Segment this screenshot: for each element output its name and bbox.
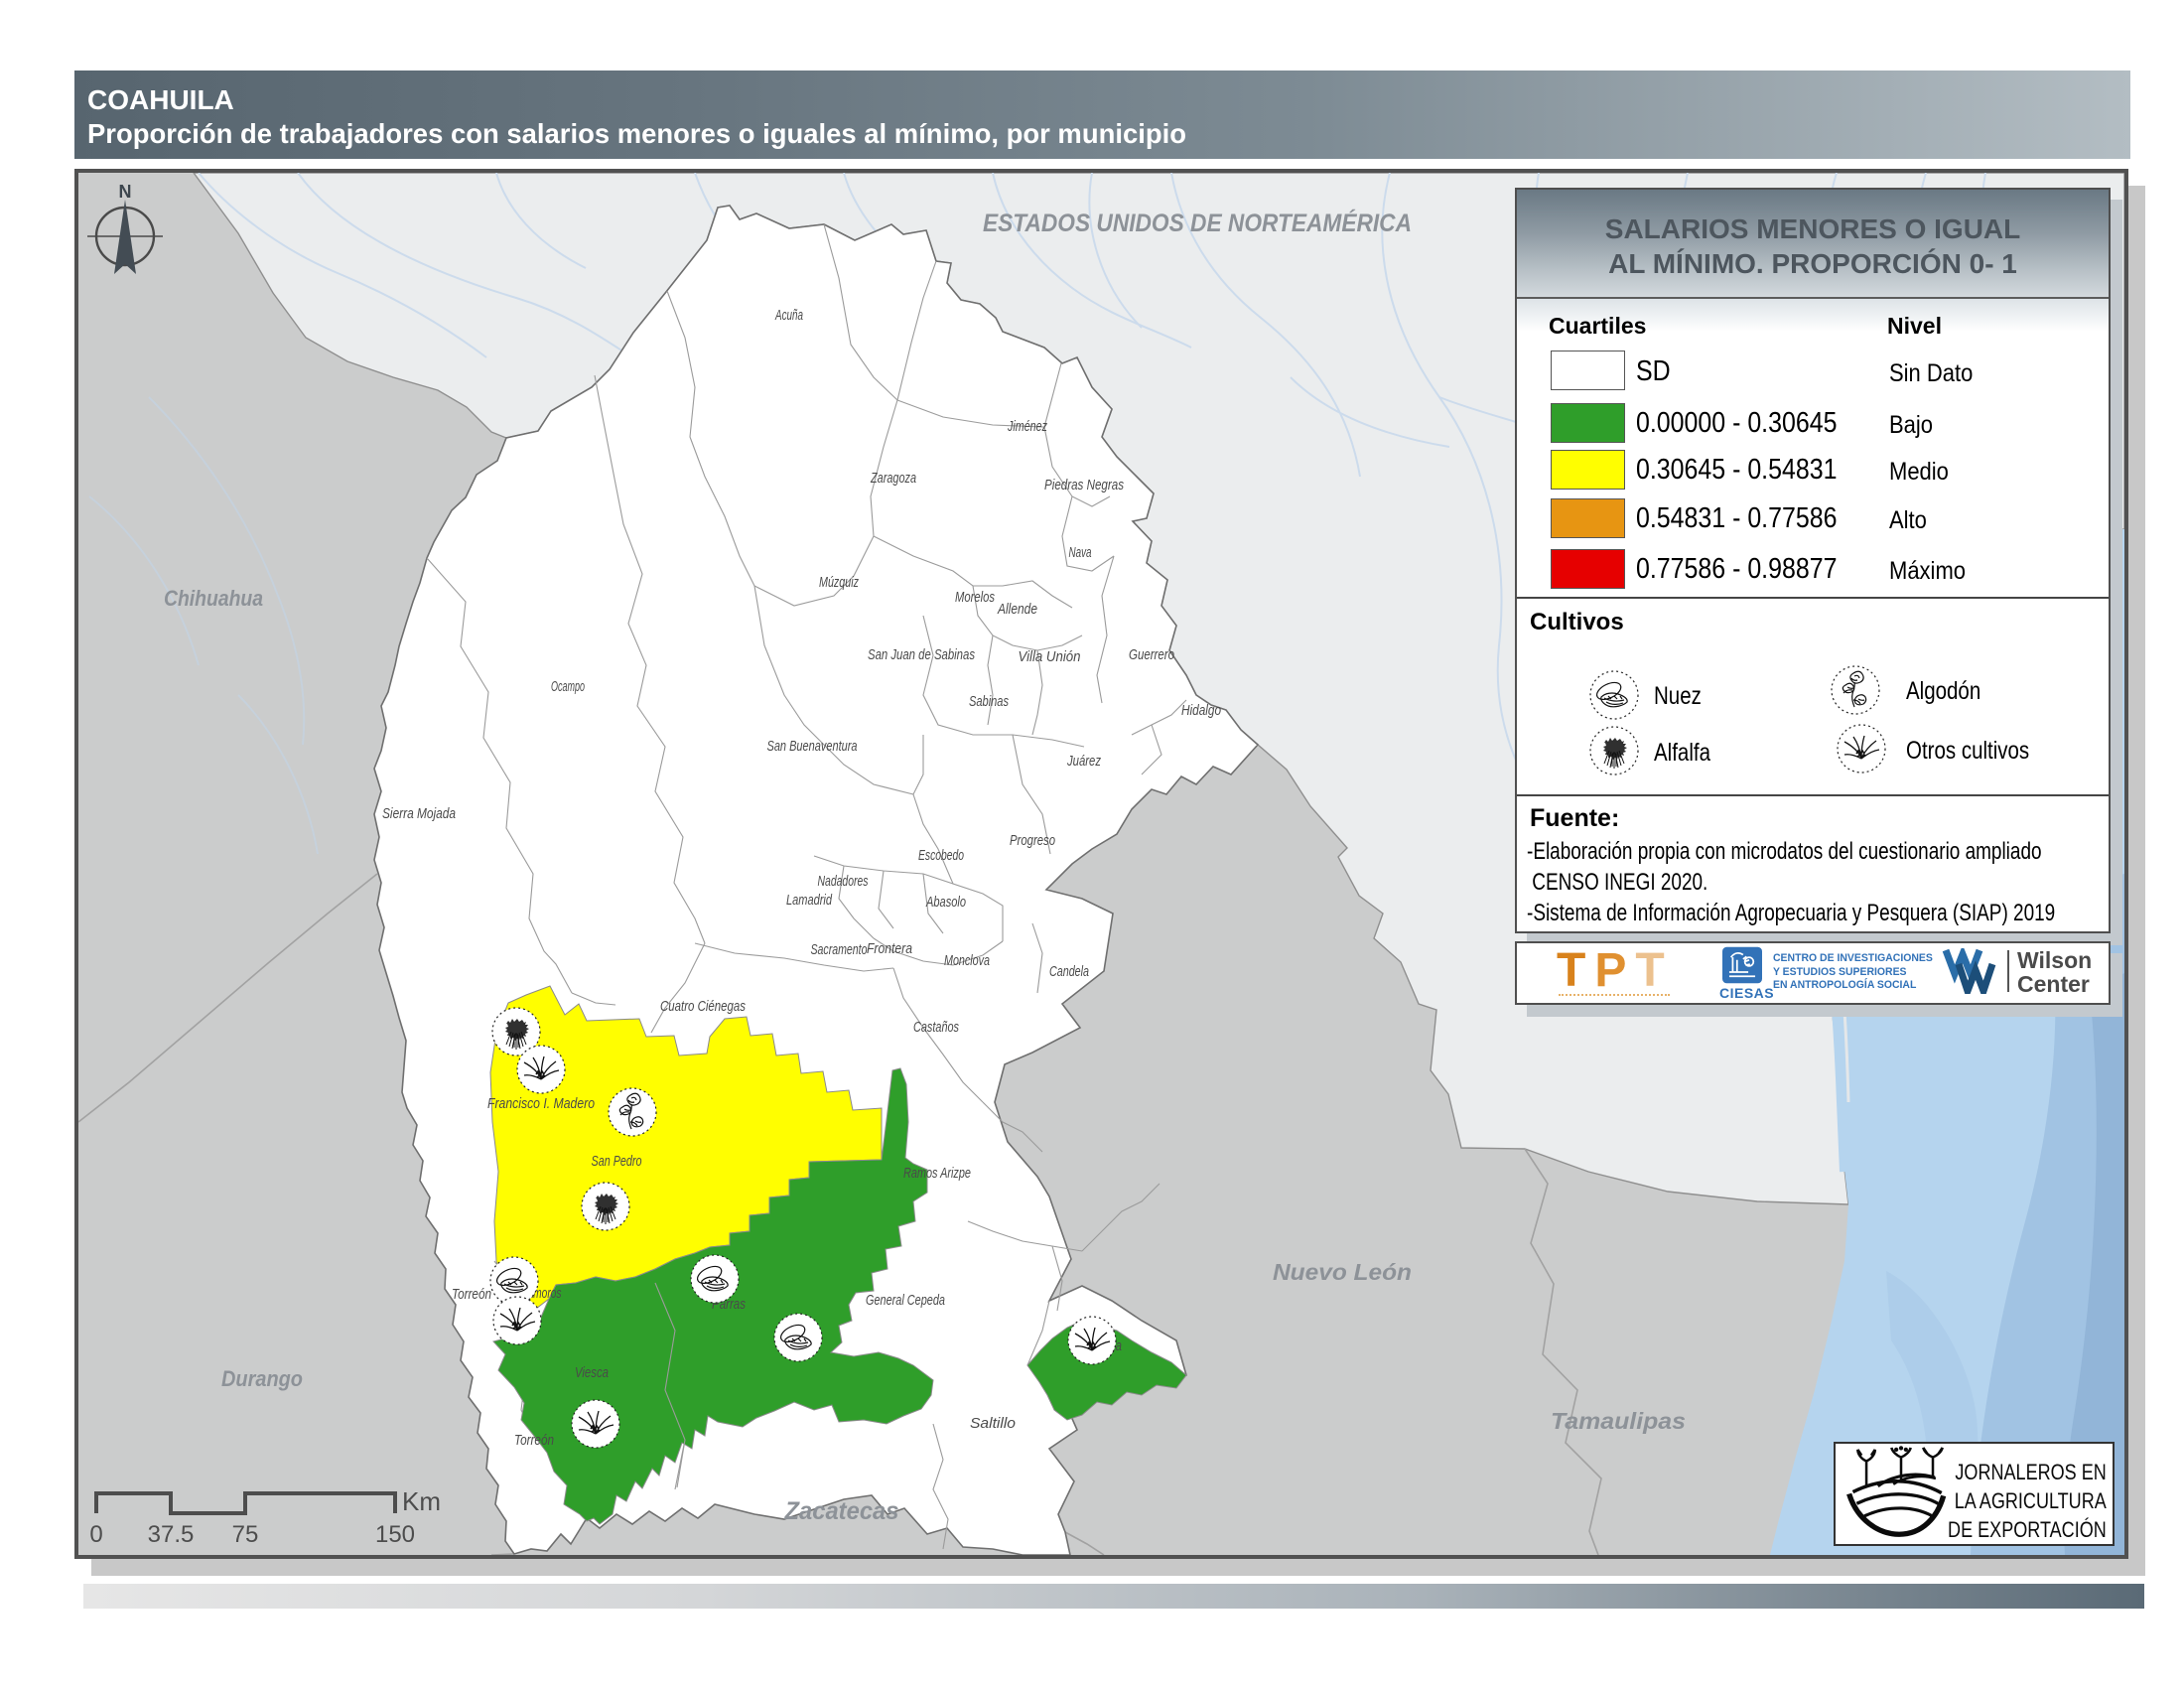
svg-text:Sierra Mojada: Sierra Mojada xyxy=(382,806,456,822)
svg-text:San Pedro: San Pedro xyxy=(592,1154,642,1170)
svg-text:Frontera: Frontera xyxy=(867,941,912,957)
svg-text:Juárez: Juárez xyxy=(1066,754,1101,770)
svg-text:Saltillo: Saltillo xyxy=(970,1416,1016,1432)
svg-text:Candela: Candela xyxy=(1049,964,1089,980)
svg-text:Escobedo: Escobedo xyxy=(918,848,964,864)
svg-text:Durango: Durango xyxy=(221,1366,303,1391)
svg-text:Lamadrid: Lamadrid xyxy=(786,893,833,909)
svg-text:150: 150 xyxy=(375,1521,415,1548)
svg-text:Viesca: Viesca xyxy=(575,1365,609,1381)
svg-text:Jiménez: Jiménez xyxy=(1007,419,1047,435)
svg-text:Acuña: Acuña xyxy=(774,308,803,324)
svg-text:Ocampo: Ocampo xyxy=(551,679,585,695)
svg-text:Sabinas: Sabinas xyxy=(969,694,1009,710)
svg-text:Km: Km xyxy=(402,1486,441,1516)
svg-text:Múzquiz: Múzquiz xyxy=(819,575,860,591)
svg-text:37.5: 37.5 xyxy=(148,1521,195,1548)
svg-text:San Juan de Sabinas: San Juan de Sabinas xyxy=(868,647,975,663)
svg-text:Nuevo León: Nuevo León xyxy=(1273,1259,1412,1285)
svg-text:Castaños: Castaños xyxy=(913,1020,959,1036)
svg-text:Piedras Negras: Piedras Negras xyxy=(1044,478,1124,493)
svg-text:ESTADOS UNIDOS DE NORTEAMÉRICA: ESTADOS UNIDOS DE NORTEAMÉRICA xyxy=(983,209,1412,237)
svg-text:Villa Unión: Villa Unión xyxy=(1019,649,1081,665)
svg-text:Francisco I. Madero: Francisco I. Madero xyxy=(487,1096,595,1112)
svg-text:Zacatecas: Zacatecas xyxy=(784,1497,899,1525)
svg-text:Monclova: Monclova xyxy=(944,953,990,969)
svg-text:Sacramento: Sacramento xyxy=(811,942,868,958)
svg-text:Nava: Nava xyxy=(1069,545,1092,561)
svg-text:Ramos Arizpe: Ramos Arizpe xyxy=(903,1166,971,1182)
svg-text:Morelos: Morelos xyxy=(955,590,995,606)
svg-text:Allende: Allende xyxy=(997,602,1037,618)
svg-text:Guerrero: Guerrero xyxy=(1129,647,1174,663)
svg-text:Abasolo: Abasolo xyxy=(925,895,966,911)
svg-text:Torreón: Torreón xyxy=(452,1287,491,1303)
svg-text:San Buenaventura: San Buenaventura xyxy=(767,739,858,755)
svg-text:Progreso: Progreso xyxy=(1010,833,1055,849)
svg-text:Tamaulipas: Tamaulipas xyxy=(1551,1408,1686,1434)
svg-text:Zaragoza: Zaragoza xyxy=(870,471,916,487)
svg-text:Hidalgo: Hidalgo xyxy=(1181,703,1221,719)
svg-text:Chihuahua: Chihuahua xyxy=(164,586,263,611)
svg-text:N: N xyxy=(119,182,132,202)
svg-text:General Cepeda: General Cepeda xyxy=(866,1293,945,1309)
svg-text:Nadadores: Nadadores xyxy=(818,874,869,890)
svg-text:75: 75 xyxy=(232,1521,259,1548)
svg-text:0: 0 xyxy=(89,1521,102,1548)
svg-text:Torreón: Torreón xyxy=(514,1433,554,1449)
svg-text:Cuatro Ciénegas: Cuatro Ciénegas xyxy=(660,999,746,1015)
